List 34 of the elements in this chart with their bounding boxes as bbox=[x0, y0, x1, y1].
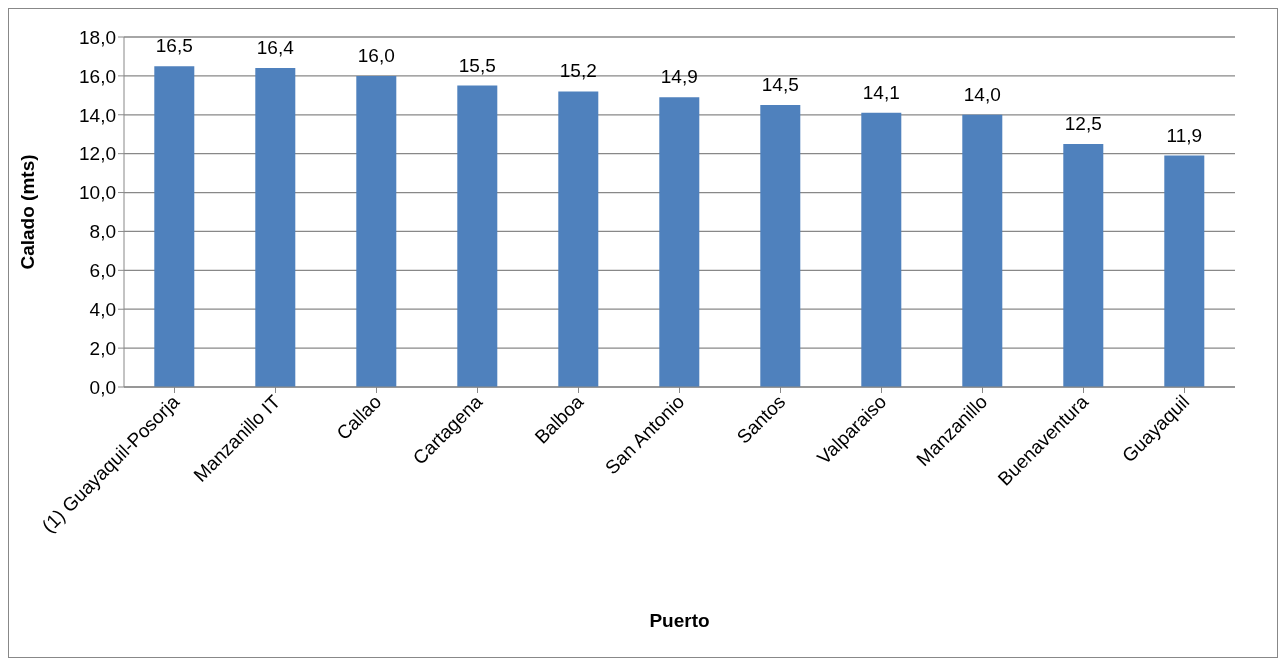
y-tick-label: 12,0 bbox=[79, 143, 116, 165]
bar bbox=[457, 85, 498, 387]
bar bbox=[356, 75, 397, 387]
data-label: 12,5 bbox=[1064, 112, 1102, 134]
bar bbox=[659, 97, 700, 387]
bar bbox=[760, 105, 801, 387]
bar bbox=[255, 68, 296, 387]
bar bbox=[1164, 155, 1205, 387]
bar bbox=[154, 66, 195, 387]
data-label: 14,5 bbox=[761, 74, 799, 96]
y-axis-title: Calado (mts) bbox=[16, 154, 38, 270]
bar bbox=[1063, 143, 1104, 387]
y-tick-label: 8,0 bbox=[89, 221, 116, 243]
data-label: 14,0 bbox=[963, 83, 1001, 105]
y-tick-label: 6,0 bbox=[89, 260, 116, 282]
y-tick-label: 2,0 bbox=[89, 337, 116, 359]
y-tick-label: 10,0 bbox=[79, 182, 116, 204]
data-label: 15,5 bbox=[458, 54, 496, 76]
y-tick-label: 0,0 bbox=[89, 376, 116, 398]
data-label: 16,5 bbox=[155, 35, 193, 57]
bar bbox=[558, 91, 599, 387]
data-label: 16,4 bbox=[256, 37, 295, 59]
x-axis-title: Puerto bbox=[649, 610, 710, 631]
y-tick-label: 18,0 bbox=[79, 26, 116, 48]
y-tick-label: 16,0 bbox=[79, 65, 116, 87]
data-label: 11,9 bbox=[1166, 124, 1203, 146]
data-label: 16,0 bbox=[357, 44, 395, 66]
data-label: 14,9 bbox=[660, 66, 698, 88]
bar bbox=[962, 114, 1003, 387]
bar bbox=[861, 112, 902, 387]
data-label: 15,2 bbox=[559, 60, 597, 82]
y-tick-label: 14,0 bbox=[79, 104, 116, 126]
data-label: 14,1 bbox=[862, 81, 900, 103]
y-tick-label: 4,0 bbox=[89, 298, 116, 320]
